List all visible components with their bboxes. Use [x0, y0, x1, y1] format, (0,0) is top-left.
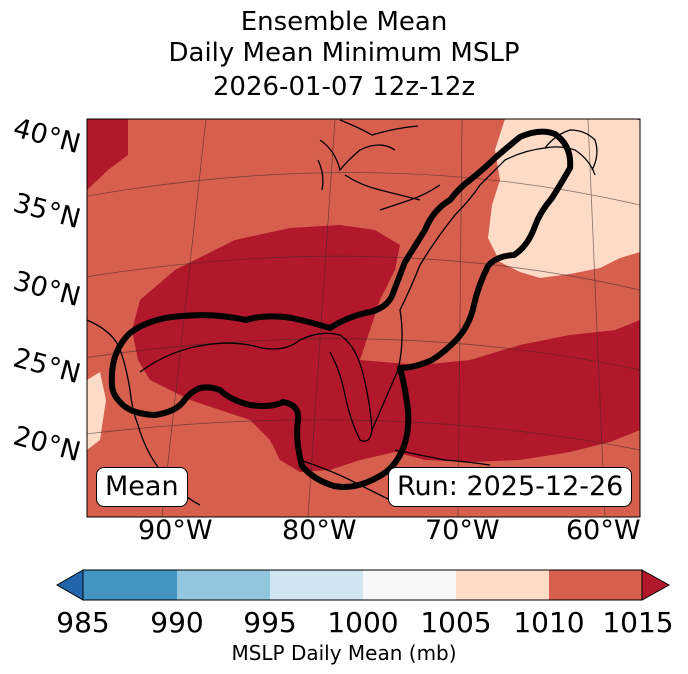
- lon-label-90w: 90°W: [138, 515, 213, 546]
- colorbar-tick-985: 985: [56, 606, 110, 639]
- map-frame: [86, 118, 641, 518]
- field-high-central: [132, 225, 640, 472]
- title-line-1: Ensemble Mean: [240, 7, 448, 37]
- mean-badge: Mean: [96, 467, 188, 507]
- colorbar-tick-1005: 1005: [420, 606, 492, 639]
- run-date-badge: Run: 2025-12-26: [388, 467, 633, 507]
- colorbar-bin-985-990: [83, 570, 177, 600]
- pressure-field: [87, 119, 640, 517]
- colorbar-tick-1000: 1000: [327, 606, 399, 639]
- title-line-3: 2026-01-07 12z-12z: [212, 72, 476, 102]
- colorbar-frame: [82, 569, 643, 601]
- lon-label-70w: 70°W: [425, 515, 500, 546]
- field-high-northwest: [87, 119, 128, 190]
- colorbar-bin-1005-1010: [456, 570, 549, 600]
- graticule: [87, 119, 640, 517]
- lon-label-80w: 80°W: [282, 515, 357, 546]
- colorbar-under-arrow: [55, 569, 84, 601]
- map-panel: [86, 118, 641, 518]
- colorbar: [55, 569, 671, 601]
- colorbar-tick-1010: 1010: [513, 606, 585, 639]
- colorbar-tick-990: 990: [150, 606, 204, 639]
- min-mslp-contour: [108, 128, 574, 490]
- colorbar-bin-1000-1005: [363, 570, 456, 600]
- colorbar-bin-995-1000: [270, 570, 363, 600]
- colorbar-over-arrow: [641, 569, 671, 601]
- colorbar-label: MSLP Daily Mean (mb): [231, 641, 457, 665]
- colorbar-bin-1010-1015: [549, 570, 642, 600]
- colorbar-tick-995: 995: [243, 606, 297, 639]
- title-line-2: Daily Mean Minimum MSLP: [168, 38, 520, 68]
- colorbar-bin-990-995: [177, 570, 270, 600]
- lon-label-60w: 60°W: [566, 515, 641, 546]
- field-1005-1010-west: [87, 372, 106, 450]
- colorbar-tick-1015: 1015: [602, 606, 674, 639]
